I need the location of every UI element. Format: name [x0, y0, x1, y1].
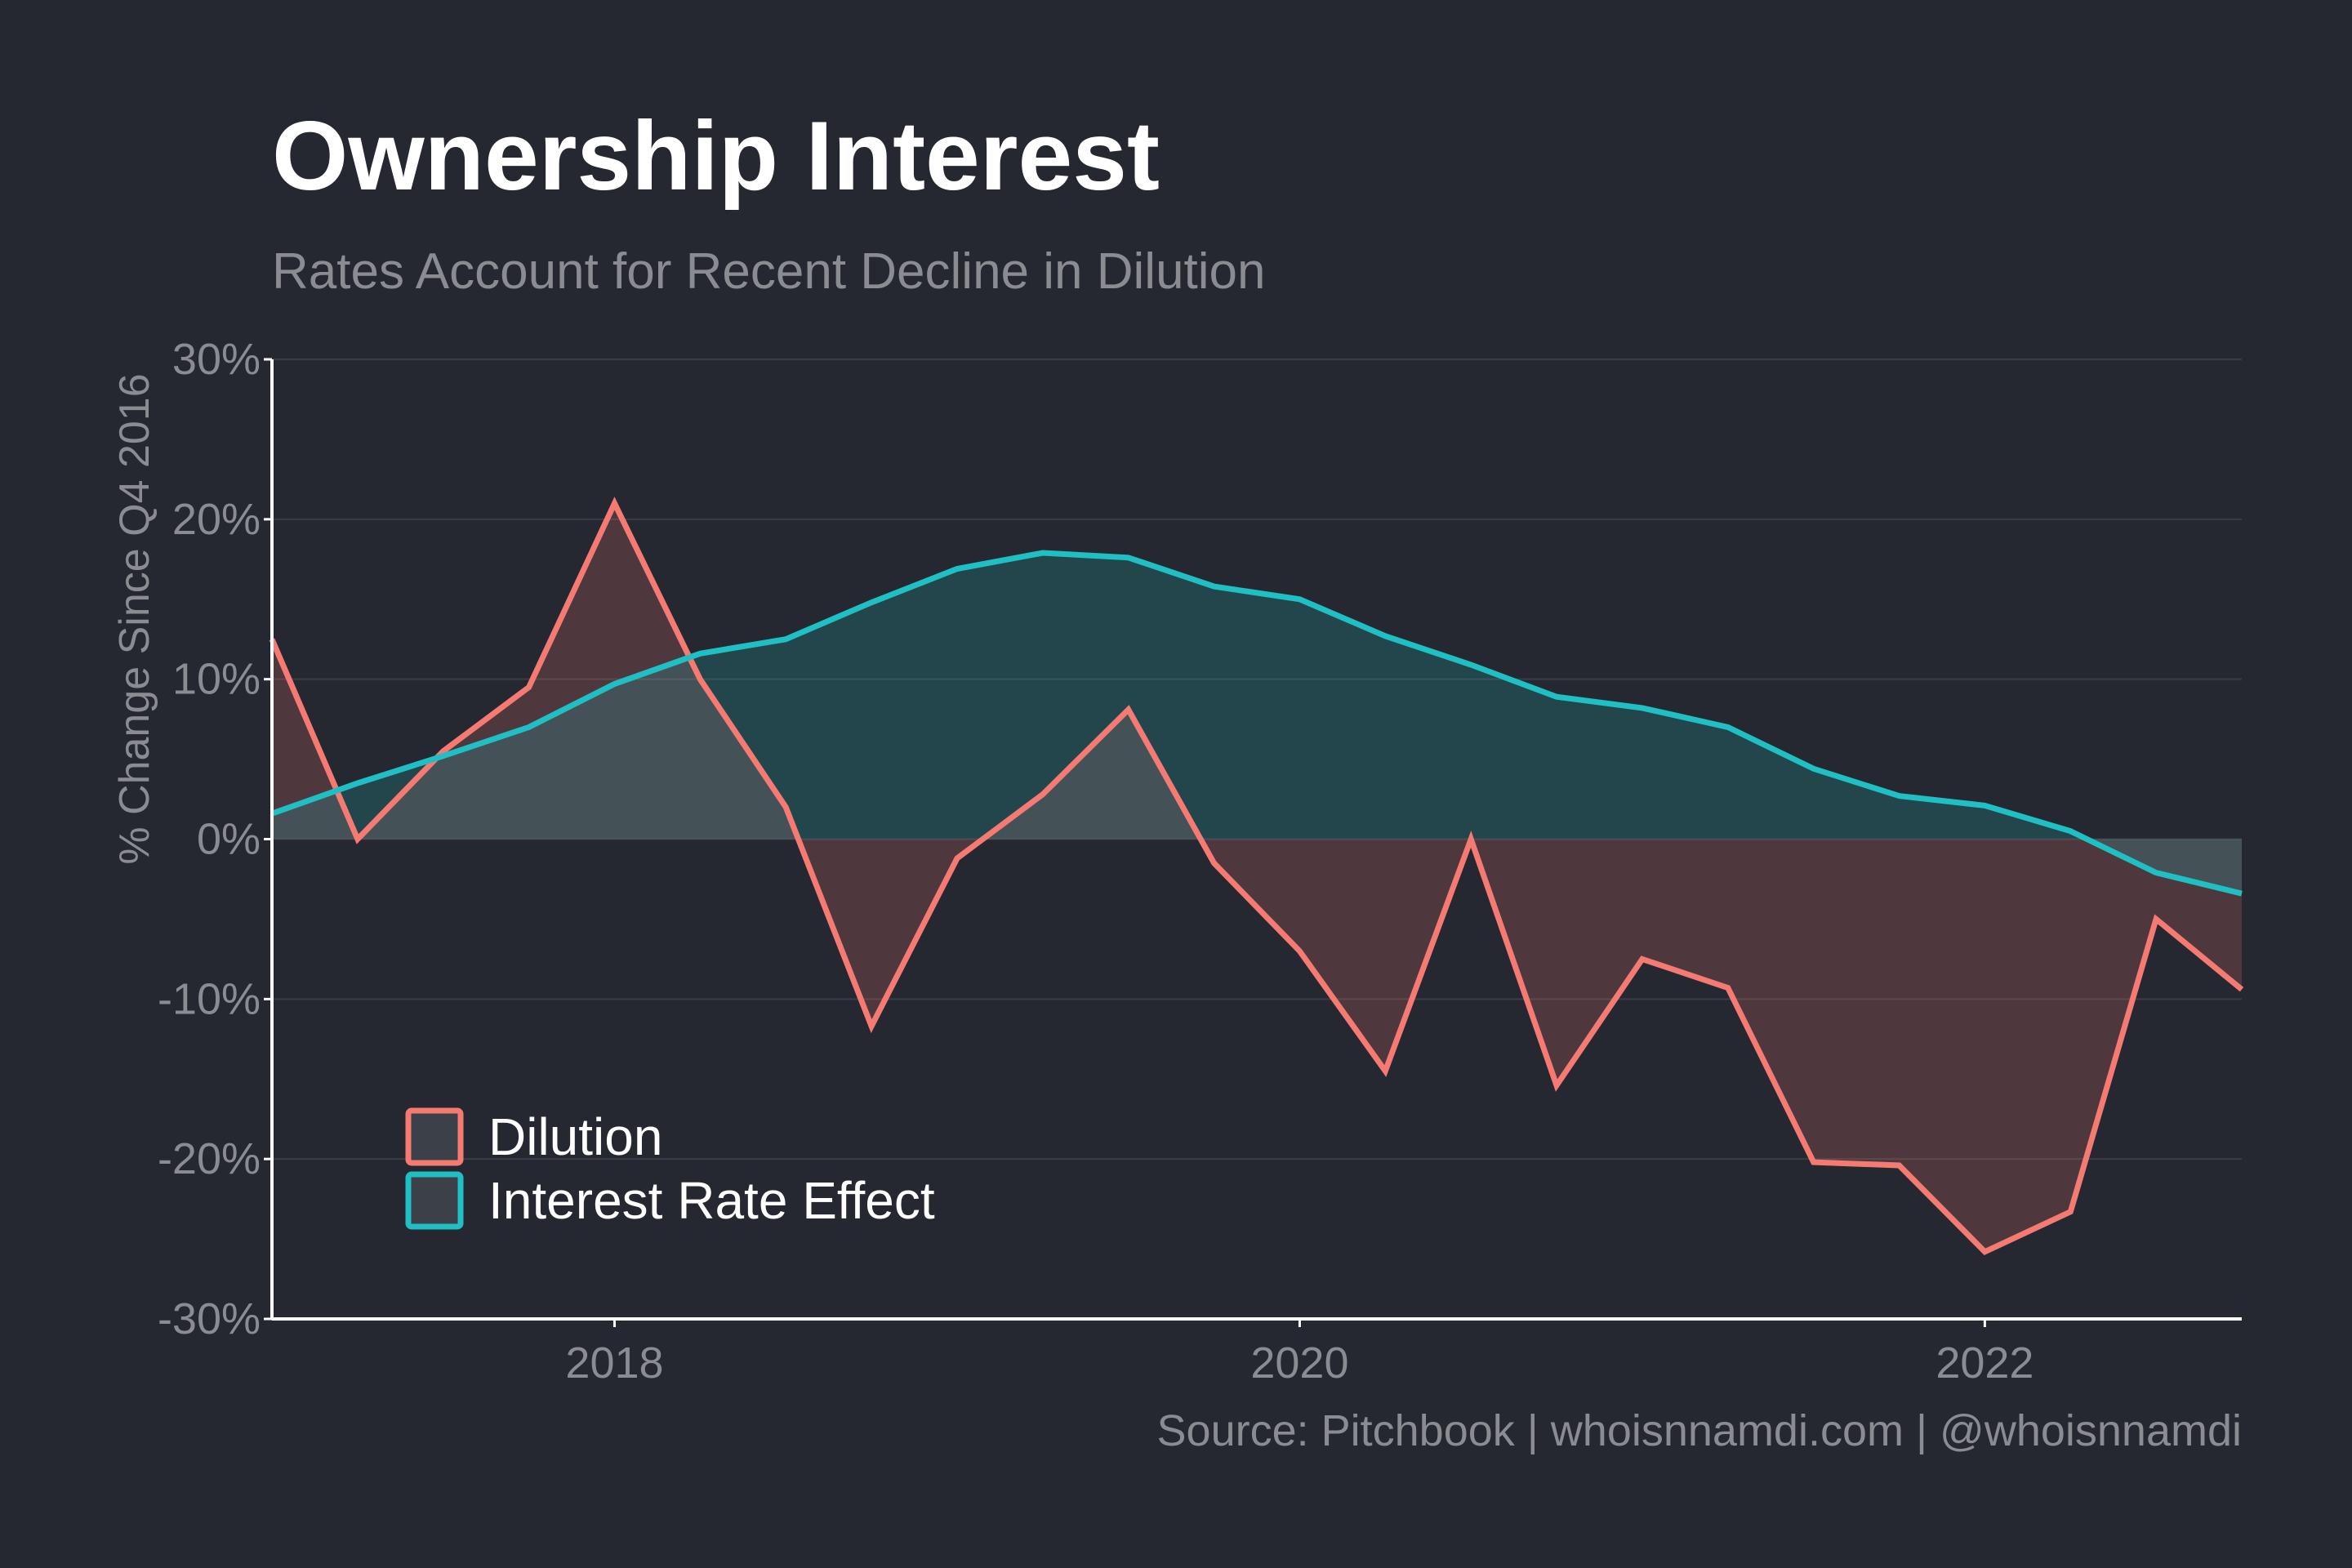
- chart-title: Ownership Interest: [272, 101, 1160, 211]
- grid-layer: [272, 359, 2242, 1160]
- y-tick-label: 10%: [172, 655, 261, 704]
- y-tick-label: 0%: [197, 815, 261, 864]
- legend-label-dilution: Dilution: [488, 1107, 662, 1166]
- x-tick-label: 2022: [1936, 1339, 2034, 1388]
- line-dilution: [269, 497, 2244, 1256]
- chart-subtitle: Rates Account for Recent Decline in Dilu…: [272, 243, 1266, 300]
- y-tick-label: -30%: [158, 1294, 261, 1343]
- area-interest-rate-effect: [272, 553, 2242, 894]
- y-tick-label: 30%: [172, 335, 261, 384]
- x-tick-label: 2020: [1250, 1339, 1348, 1388]
- y-tick-label: -10%: [158, 974, 261, 1023]
- legend-swatch-dilution: [405, 1107, 464, 1166]
- y-axis-label: % Change Since Q4 2016: [111, 373, 158, 864]
- line-interest-rate-effect: [270, 550, 2243, 897]
- area-layer: [272, 503, 2242, 1252]
- axis-layer: 30% 20% 10% 0% -10% -20% -30% 2018 2020 2022: [158, 335, 2242, 1388]
- area-dilution: [272, 503, 2242, 1252]
- y-tick-label: 20%: [172, 495, 261, 544]
- line-layer: [269, 497, 2244, 1256]
- source-caption: Source: Pitchbook | whoisnnamdi.com | @w…: [1157, 1406, 2242, 1455]
- legend-swatch-interest-rate-effect: [405, 1171, 464, 1230]
- y-tick-label: -20%: [158, 1134, 261, 1183]
- x-tick-label: 2018: [565, 1339, 663, 1388]
- legend-label-interest-rate-effect: Interest Rate Effect: [488, 1171, 935, 1230]
